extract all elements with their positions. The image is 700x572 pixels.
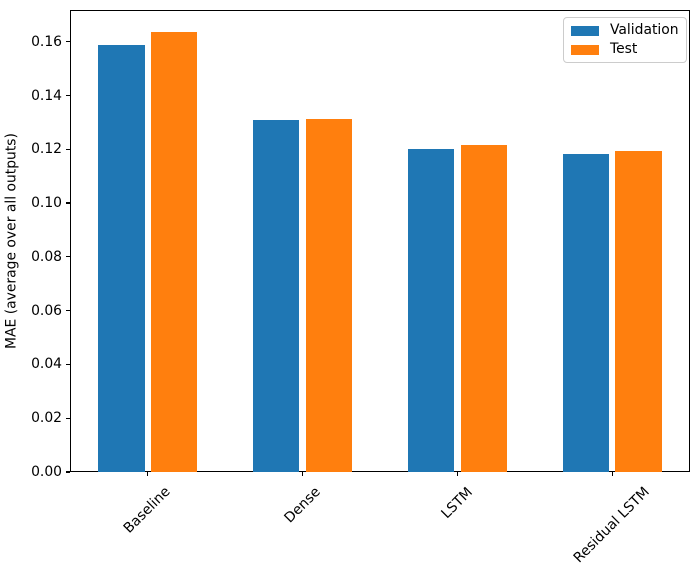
bar-test-baseline	[150, 32, 198, 472]
y-tick-label: 0.16	[31, 33, 62, 50]
y-tick-mark	[66, 41, 70, 43]
y-tick-label: 0.14	[31, 87, 62, 104]
y-tick-label: 0.08	[31, 248, 62, 265]
legend-swatch-test	[571, 44, 599, 55]
y-tick-label: 0.10	[31, 195, 62, 212]
y-tick-mark	[66, 363, 70, 366]
legend-entry-test: Test	[571, 42, 678, 57]
x-tick-mark	[611, 472, 613, 476]
legend-label: Validation	[610, 22, 679, 38]
bar-validation-baseline	[98, 44, 145, 472]
x-tick-mark	[456, 472, 458, 476]
legend: Validation Test	[563, 17, 687, 63]
bar-validation-dense	[253, 119, 300, 472]
y-tick-label: 0.12	[31, 141, 62, 158]
x-tick-label: LSTM	[438, 483, 476, 522]
y-tick-mark	[66, 256, 70, 258]
x-tick-mark	[301, 472, 304, 476]
y-tick-label: 0.00	[31, 464, 62, 480]
y-tick-label: 0.06	[31, 302, 62, 319]
y-tick-label: 0.02	[31, 410, 62, 427]
y-tick-mark	[66, 202, 70, 204]
y-tick-mark	[66, 471, 70, 473]
x-tick-label: Dense	[280, 484, 324, 527]
bar-validation-lstm	[407, 149, 455, 472]
y-tick-label: 0.04	[31, 356, 62, 373]
y-tick-mark	[66, 148, 70, 150]
legend-label: Test	[610, 41, 638, 57]
x-tick-mark	[147, 472, 149, 476]
y-tick-mark	[66, 94, 70, 97]
x-tick-label: Baseline	[120, 484, 174, 537]
bar-test-dense	[305, 118, 353, 472]
bar-test-residual-lstm	[615, 151, 662, 472]
y-tick-mark	[66, 417, 70, 419]
bar-test-lstm	[460, 145, 507, 472]
bar-validation-residual-lstm	[562, 153, 610, 472]
x-tick-label: Residual LSTM	[570, 483, 654, 567]
legend-entry-validation: Validation	[571, 22, 679, 38]
y-tick-mark	[66, 310, 70, 312]
legend-swatch-validation	[571, 25, 599, 36]
